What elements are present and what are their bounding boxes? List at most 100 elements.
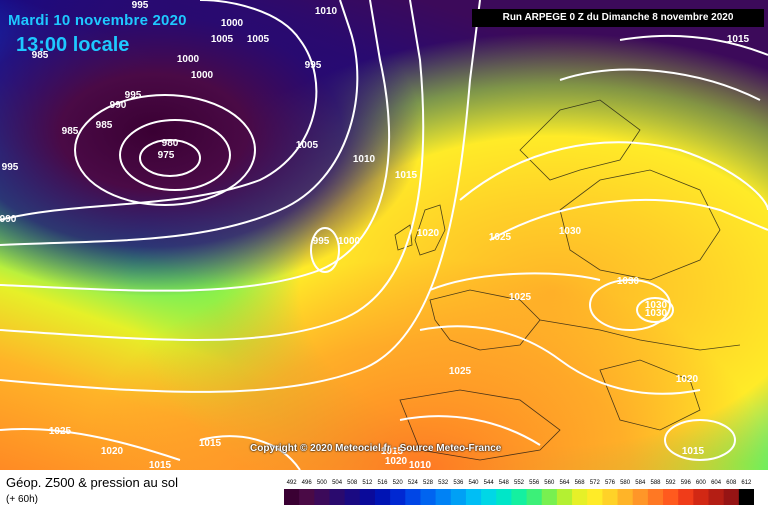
pressure-label: 1010	[353, 154, 376, 165]
legend-swatch	[299, 489, 315, 505]
pressure-label: 1000	[191, 70, 214, 81]
pressure-label: 1015	[682, 446, 705, 457]
legend-value: 540	[468, 480, 479, 486]
legend-swatch	[390, 489, 406, 505]
legend-swatch	[663, 489, 679, 505]
legend-swatch	[359, 489, 376, 505]
legend-swatch	[435, 489, 452, 505]
legend-value: 588	[650, 480, 661, 486]
legend-value: 580	[620, 480, 631, 486]
legend-swatch	[647, 489, 664, 505]
legend-swatch	[602, 489, 619, 505]
forecast-time: 13:00 locale	[16, 34, 130, 56]
legend-swatch	[420, 489, 437, 505]
legend-value: 612	[741, 480, 752, 486]
legend-swatch	[678, 489, 694, 505]
legend-value: 492	[286, 480, 297, 486]
pressure-label: 1005	[211, 34, 234, 45]
legend-swatch	[556, 489, 573, 505]
copyright: Copyright © 2020 Meteociel.fr - Source M…	[250, 443, 502, 454]
isobars	[0, 0, 768, 470]
pressure-label: 1020	[417, 228, 440, 239]
legend-value: 596	[680, 480, 691, 486]
pressure-label: 1025	[49, 426, 72, 437]
legend-swatch	[374, 489, 391, 505]
pressure-label: 995	[313, 236, 330, 247]
legend-swatch	[496, 489, 512, 505]
legend-value: 544	[483, 480, 494, 486]
pressure-label: 1025	[509, 292, 532, 303]
pressure-label: 1020	[101, 446, 124, 457]
legend-swatch	[465, 489, 482, 505]
pressure-label: 1030	[645, 308, 668, 319]
legend-value: 512	[362, 480, 373, 486]
legend-value: 572	[589, 480, 600, 486]
pressure-label: 995	[2, 162, 19, 173]
pressure-label: 1015	[199, 438, 222, 449]
legend-value: 500	[316, 480, 327, 486]
legend-value: 528	[422, 480, 434, 486]
legend-value: 604	[711, 480, 722, 486]
pressure-label: 985	[32, 50, 49, 61]
pressure-label: 1000	[177, 54, 200, 65]
legend-value: 516	[377, 480, 388, 486]
legend-value: 496	[301, 480, 312, 486]
legend-value: 564	[559, 480, 570, 486]
pressure-label: 1005	[296, 140, 319, 151]
pressure-label: 1020	[385, 456, 408, 467]
legend-value: 548	[498, 480, 509, 486]
legend-value: 520	[392, 480, 403, 486]
legend-value: 560	[544, 480, 555, 486]
legend-swatch	[511, 489, 528, 505]
pressure-label: 1030	[559, 226, 582, 237]
pressure-label: 1005	[247, 34, 270, 45]
pressure-label: 1015	[149, 460, 172, 470]
weather-map: 995 1000 1010 1005 1005 985 1000 1000 995 990 995 9…	[0, 0, 768, 470]
legend-swatch	[329, 489, 346, 505]
pressure-label: 1000	[338, 236, 361, 247]
pressure-label: 1030	[617, 276, 640, 287]
pressure-label: 1015	[727, 34, 750, 45]
legend-labels: 492 496 500 504 508 512 516 520 524 528 532 536 540 5…	[284, 480, 754, 488]
pressure-label: 1000	[221, 18, 244, 29]
pressure-label: 995	[125, 90, 142, 101]
pressure-label: 990	[110, 100, 127, 111]
legend-value: 556	[529, 480, 540, 486]
legend-value: 608	[726, 480, 737, 486]
pressure-label: 1015	[395, 170, 418, 181]
legend-value: 576	[604, 480, 616, 486]
legend-swatch	[693, 489, 710, 505]
pressure-label: 1025	[489, 232, 512, 243]
pressure-label: 1015	[381, 446, 404, 457]
legend-swatch	[587, 489, 603, 505]
legend-value: 508	[347, 480, 358, 486]
legend-value: 532	[438, 480, 449, 486]
legend-swatch	[708, 489, 725, 505]
legend-swatch	[450, 489, 467, 505]
legend-value: 584	[635, 480, 646, 486]
legend-swatch	[738, 489, 754, 505]
pressure-label: 1025	[449, 366, 472, 377]
pressure-label: 1010	[409, 460, 432, 470]
legend-value: 552	[513, 480, 525, 486]
legend-swatch	[344, 489, 361, 505]
pressure-label: 1010	[315, 6, 338, 17]
pressure-label: 995	[305, 60, 322, 71]
legend-value: 504	[332, 480, 343, 486]
pressure-label: 1030	[645, 300, 668, 311]
legend-value: 592	[665, 480, 676, 486]
pressure-label: 985	[96, 120, 113, 131]
map-subtitle: (+ 60h)	[6, 494, 38, 505]
footer: Géop. Z500 & pression au sol (+ 60h) 492…	[0, 470, 768, 512]
legend-swatch	[632, 489, 649, 505]
legend-swatch	[526, 489, 543, 505]
pressure-label: 990	[0, 214, 17, 225]
legend-swatch	[572, 489, 588, 505]
legend-swatch	[284, 489, 300, 505]
pressure-label: 985	[62, 126, 79, 137]
color-legend	[284, 489, 754, 505]
legend-swatch	[314, 489, 330, 505]
legend-swatch	[617, 489, 634, 505]
